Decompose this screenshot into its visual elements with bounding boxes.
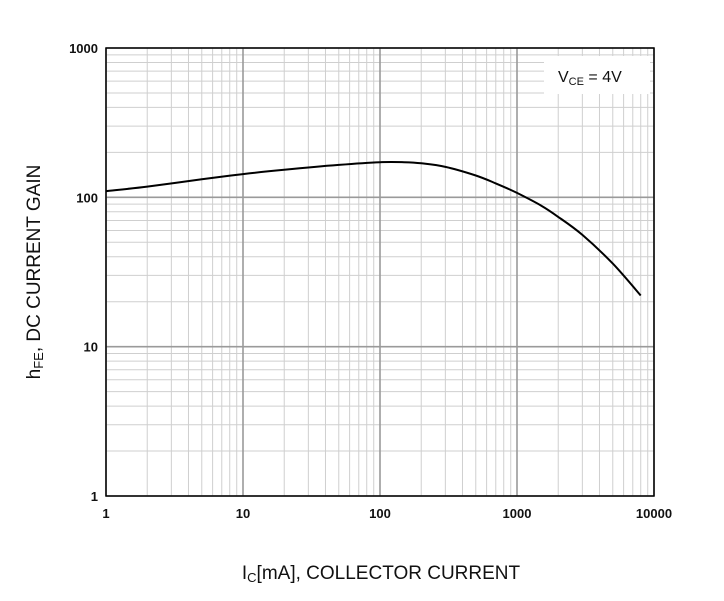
x-tick-label: 10000 [636,506,672,521]
x-tick-labels: 1 10 100 1000 10000 [102,506,672,521]
y-tick-label: 10 [84,340,98,355]
y-tick-label: 1 [91,489,98,504]
x-tick-label: 1 [102,506,109,521]
series-line-hfe [105,160,642,297]
x-axis-label: IC[mA], COLLECTOR CURRENT [242,563,521,585]
y-tick-labels: 1 10 100 1000 [69,41,98,504]
y-tick-label: 100 [76,190,98,205]
y-axis-label: hFE, DC CURRENT GAIN [24,165,46,380]
annotation-vce: VCE = 4V [558,69,622,88]
y-tick-label: 1000 [69,41,98,56]
x-tick-label: 100 [369,506,391,521]
plot-frame [105,47,655,497]
x-tick-label: 10 [236,506,250,521]
annotation-background [544,56,650,94]
x-tick-label: 1000 [503,506,532,521]
